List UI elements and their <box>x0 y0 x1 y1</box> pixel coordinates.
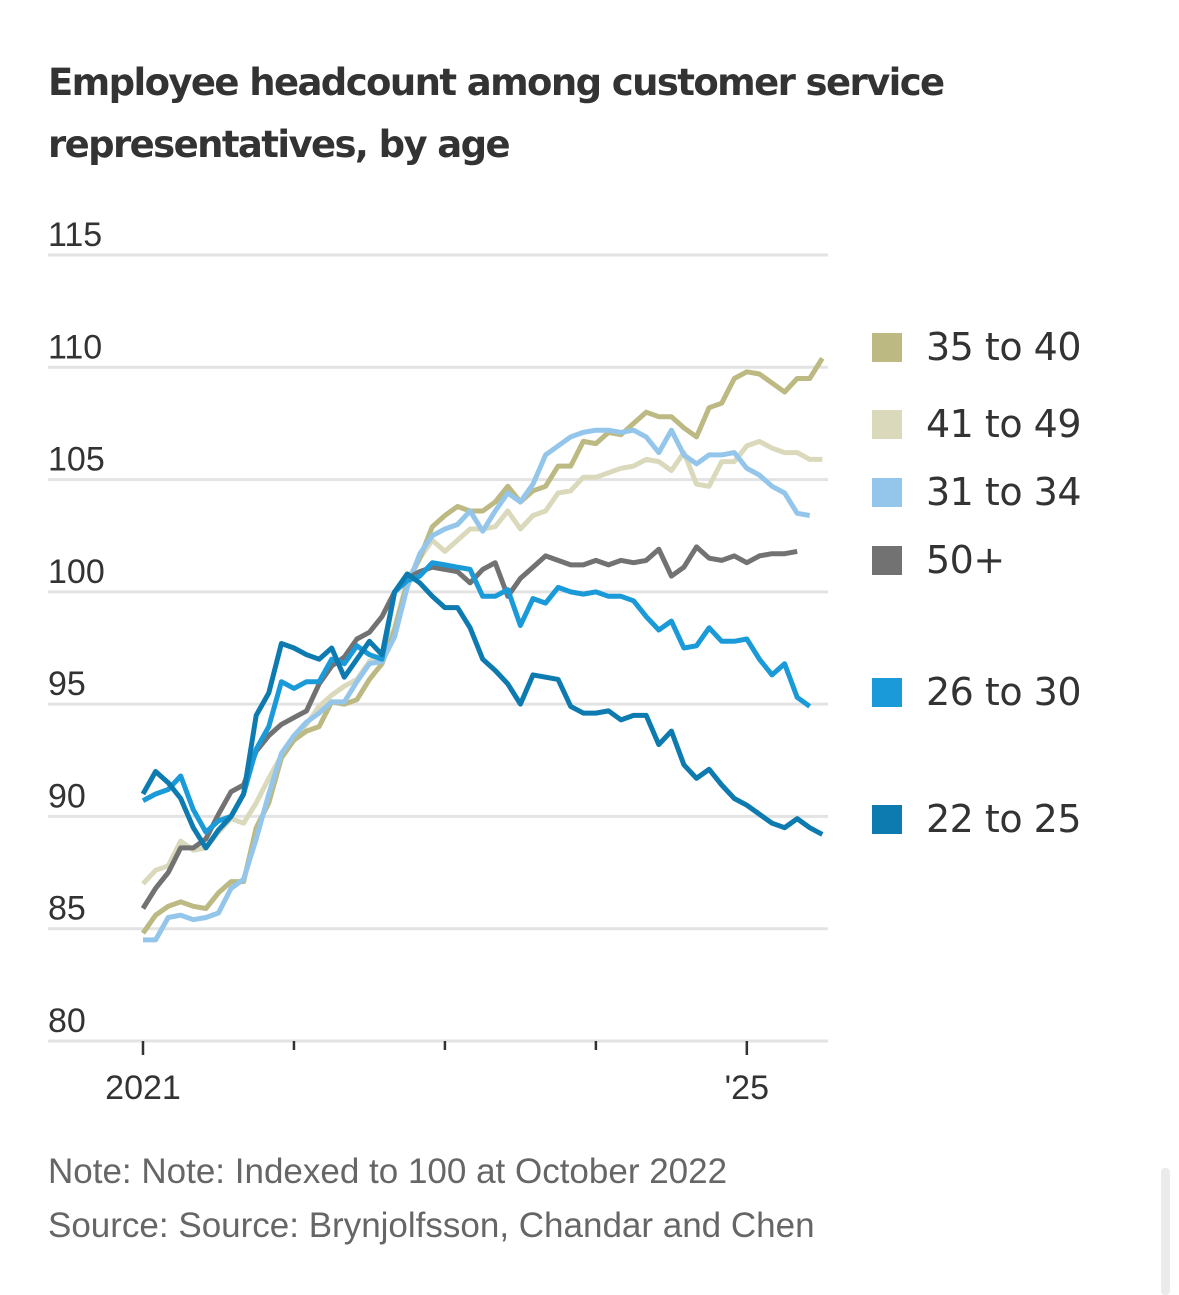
legend-swatch <box>872 545 902 575</box>
y-tick-label: 80 <box>48 1002 86 1040</box>
y-tick-label: 115 <box>48 216 102 254</box>
y-axis-tick-labels: 80 85 90 95 100 105 110 115 <box>48 216 105 1040</box>
series-line-50 <box>140 544 798 910</box>
chart-source: Source: Source: Brynjolfsson, Chandar an… <box>48 1206 815 1245</box>
legend-swatch <box>872 332 902 362</box>
legend-label: 31 to 34 <box>926 470 1082 514</box>
chart-title: Employee headcount among customer servic… <box>48 61 945 166</box>
legend-label: 41 to 49 <box>926 402 1082 446</box>
y-tick-label: 110 <box>48 328 102 366</box>
legend-item: 26 to 30 <box>872 670 1082 714</box>
gridlines <box>48 253 828 1043</box>
y-tick-label: 90 <box>48 777 86 815</box>
legend-item: 22 to 25 <box>872 797 1082 841</box>
legend-label: 50+ <box>926 538 1005 582</box>
series-line-26-to-30 <box>141 560 812 835</box>
legend-swatch <box>872 677 902 707</box>
legend-swatch <box>872 477 902 507</box>
series-line-31-to-34 <box>143 427 811 943</box>
legend-swatch <box>872 804 902 834</box>
chart-note: Note: Note: Indexed to 100 at October 20… <box>48 1152 728 1191</box>
y-tick-label: 95 <box>48 665 86 703</box>
series-line-35-to-40 <box>140 356 825 935</box>
y-tick-label: 105 <box>48 441 105 479</box>
x-tick-label: 2021 <box>105 1069 181 1107</box>
series-lines <box>140 356 825 943</box>
legend-label: 26 to 30 <box>926 670 1082 714</box>
legend-item: 31 to 34 <box>872 470 1082 514</box>
x-tick-label: '25 <box>725 1069 769 1107</box>
legend-item: 35 to 40 <box>872 325 1082 369</box>
legend-label: 35 to 40 <box>926 325 1082 369</box>
y-tick-label: 85 <box>48 890 86 928</box>
y-tick-label: 100 <box>48 553 105 591</box>
legend-label: 22 to 25 <box>926 797 1082 841</box>
legend-item: 50+ <box>872 538 1005 582</box>
legend-swatch <box>872 409 902 439</box>
legend-item: 41 to 49 <box>872 402 1082 446</box>
series-line-22-to-25 <box>140 571 824 851</box>
x-axis: 2021 '25 <box>105 1041 769 1107</box>
scrollbar[interactable] <box>1161 1168 1170 1295</box>
